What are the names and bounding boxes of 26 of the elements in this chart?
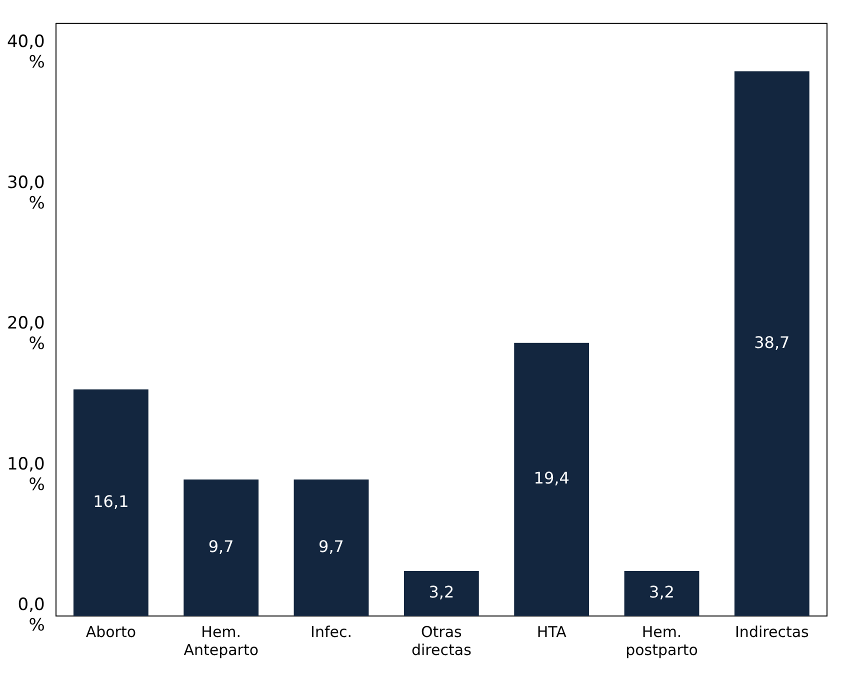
bar <box>624 570 700 616</box>
x-tick-label: Otras directas <box>411 622 472 659</box>
y-tick-label: 40,0 % <box>6 32 45 73</box>
bar <box>404 570 479 616</box>
x-tick-label: Hem. Anteparto <box>184 622 259 659</box>
bar <box>514 342 590 616</box>
bar <box>184 479 259 616</box>
data-label: 9,7 <box>318 536 344 556</box>
x-tick-label: Infec. <box>310 622 352 641</box>
x-tick-label: Hem. postparto <box>626 622 698 659</box>
data-label: 3,2 <box>649 582 674 602</box>
bar <box>734 71 810 616</box>
data-label: 16,1 <box>93 492 129 511</box>
y-tick-label: 0,0 % <box>18 595 45 636</box>
data-label: 3,2 <box>428 582 454 602</box>
bar <box>73 389 148 616</box>
data-label: 9,7 <box>208 536 234 556</box>
bar <box>294 479 369 616</box>
y-tick-label: 20,0 % <box>6 314 45 354</box>
y-tick-label: 10,0 % <box>6 454 45 495</box>
x-tick-label: Indirectas <box>735 622 810 641</box>
y-tick-label: 30,0 % <box>6 172 45 214</box>
data-label: 19,4 <box>534 468 570 488</box>
x-tick-label: HTA <box>536 622 568 641</box>
data-label: 38,7 <box>754 332 790 352</box>
x-tick-label: Aborto <box>86 622 136 641</box>
